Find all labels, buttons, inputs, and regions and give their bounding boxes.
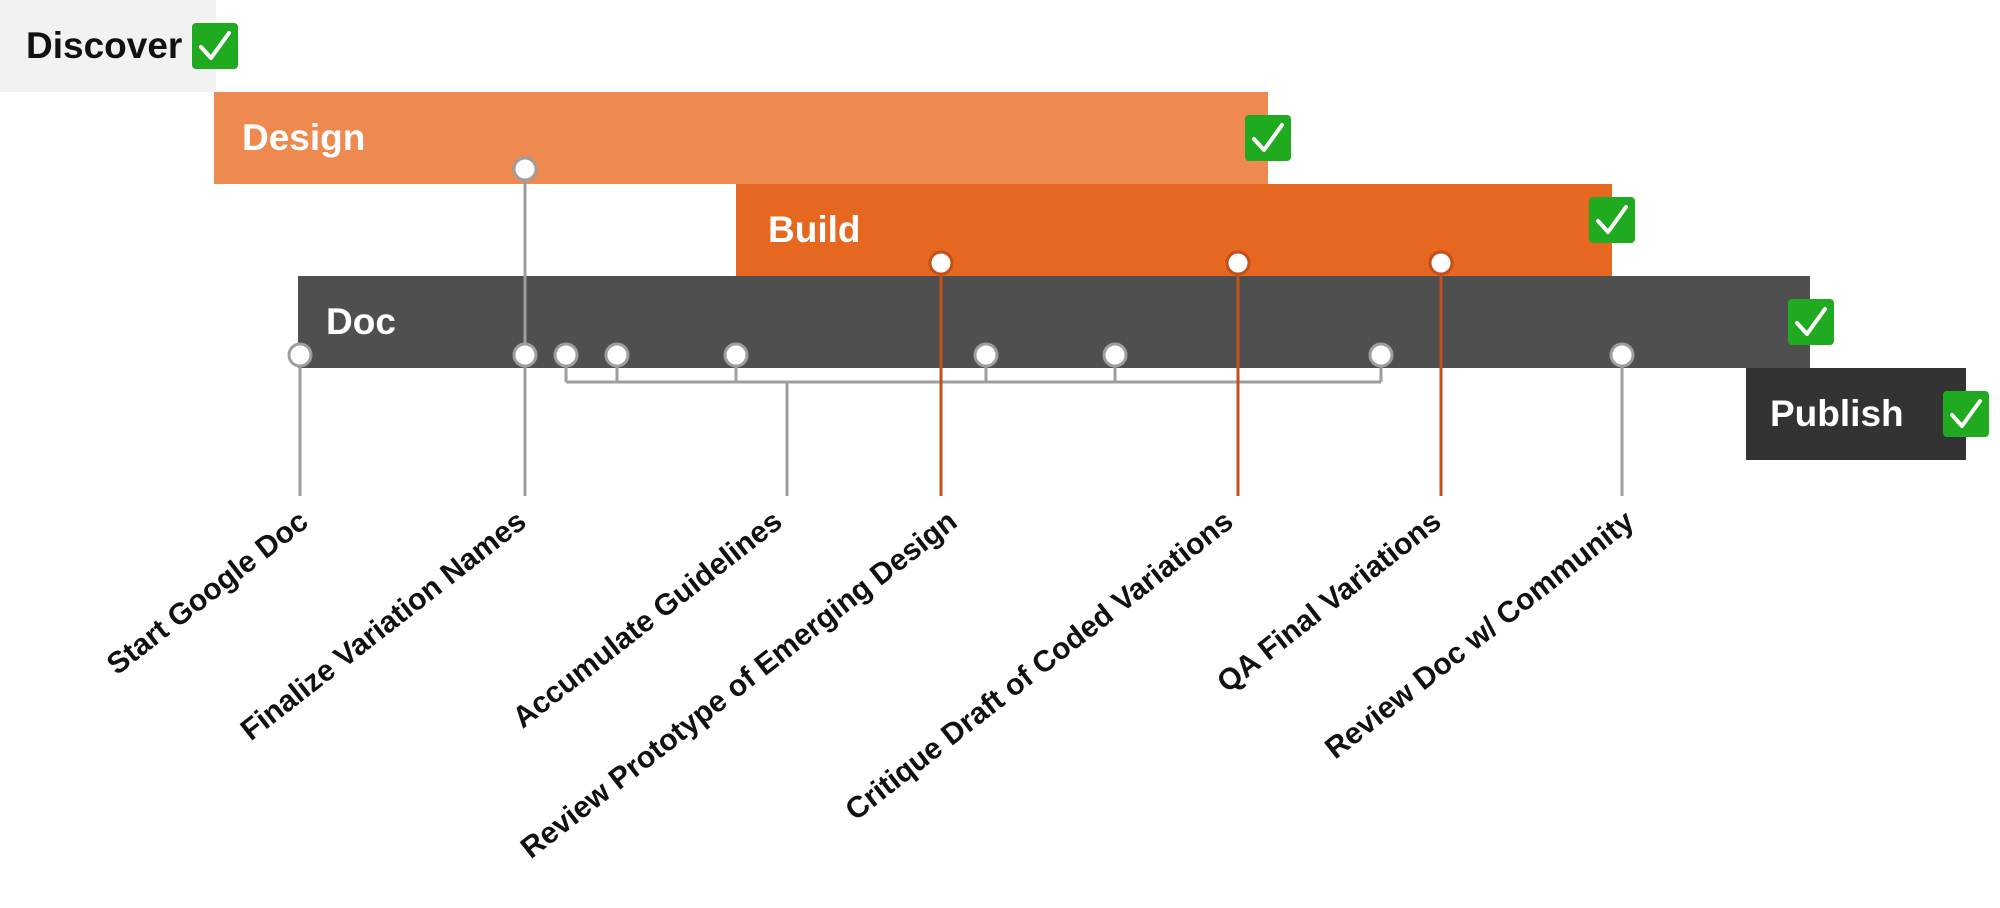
milestone-node-icon: [723, 342, 749, 368]
checkmark-icon: [1245, 115, 1291, 161]
phase-build: Build: [736, 184, 1612, 276]
milestone-review-doc-community: Review Doc w/ Community: [1319, 504, 1640, 765]
phase-doc: Doc: [298, 276, 1810, 368]
milestone-node-icon: [553, 342, 579, 368]
phase-publish: Publish: [1746, 368, 1966, 460]
phase-design-label: Design: [242, 117, 366, 158]
milestone-node-icon: [1609, 342, 1635, 368]
milestone-start-google-doc: Start Google Doc: [101, 505, 314, 682]
milestone-node-icon: [1368, 342, 1394, 368]
guidelines-bracket: [564, 355, 1383, 496]
milestone-node-icon: [287, 342, 313, 368]
milestone-node-icon: [1428, 250, 1454, 276]
milestone-node-icon: [973, 342, 999, 368]
checkmark-icon: [1943, 391, 1989, 437]
milestone-node-icon: [1102, 342, 1128, 368]
phase-doc-label: Doc: [326, 301, 396, 342]
phase-build-label: Build: [768, 209, 861, 250]
milestone-node-icon: [928, 250, 954, 276]
milestone-node-icon: [604, 342, 630, 368]
checkmark-icon: [1589, 197, 1635, 243]
milestone-node-icon: [512, 156, 538, 182]
milestone-node-icon: [1225, 250, 1251, 276]
checkmark-icon: [1788, 299, 1834, 345]
phase-discover: Discover: [0, 0, 216, 92]
phase-design: Design: [214, 92, 1268, 184]
checkmark-icon: [192, 23, 238, 69]
phase-publish-label: Publish: [1770, 393, 1904, 434]
milestone-node-icon: [512, 342, 538, 368]
phase-discover-label: Discover: [26, 25, 183, 66]
